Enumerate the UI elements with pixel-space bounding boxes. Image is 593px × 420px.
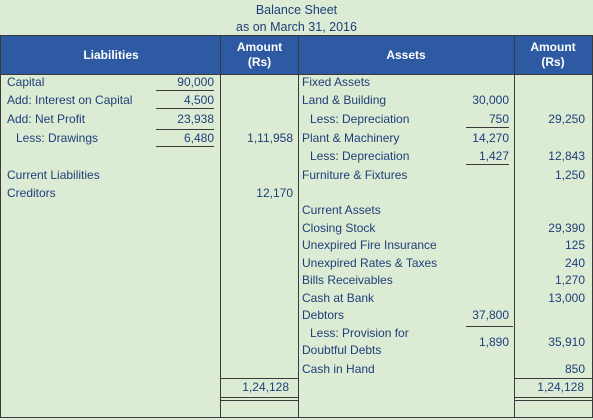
drawings-value: 6,480 — [156, 131, 214, 147]
land-value: 30,000 — [472, 93, 509, 107]
subtotal-rule — [156, 129, 214, 130]
total-double-rule — [221, 400, 298, 401]
rates-taxes-label: Unexpired Rates & Taxes — [302, 256, 438, 270]
furniture-label: Furniture & Fixtures — [302, 168, 408, 182]
fire-insurance-label: Unexpired Fire Insurance — [302, 238, 437, 252]
sheet-date: as on March 31, 2016 — [236, 20, 357, 34]
closing-stock-label: Closing Stock — [302, 221, 376, 235]
total-double-rule — [221, 397, 298, 398]
column-divider — [514, 36, 515, 418]
total-top-rule — [221, 378, 298, 379]
header-amount-right: Amount (Rs) — [514, 36, 592, 74]
header-liabilities: Liabilities — [1, 36, 221, 74]
plant-depreciation-label: Less: Depreciation — [310, 149, 410, 163]
column-divider — [298, 36, 299, 418]
creditors-label: Creditors — [7, 186, 56, 200]
bills-receivable-total: 1,270 — [554, 273, 585, 287]
debtors-label: Debtors — [302, 308, 345, 322]
liabilities-total: 1,24,128 — [242, 380, 289, 394]
closing-stock-total: 29,390 — [548, 221, 585, 235]
table-top-border — [0, 35, 593, 36]
plant-net-total: 12,843 — [548, 149, 585, 163]
sheet-title: Balance Sheet — [255, 3, 338, 17]
provision-label-line2: Doubtful Debts — [302, 343, 382, 357]
land-depreciation-label: Less: Depreciation — [310, 112, 410, 126]
plant-value: 14,270 — [472, 131, 509, 145]
cash-bank-label: Cash at Bank — [302, 291, 375, 305]
plant-depreciation-value: 1,427 — [466, 149, 509, 165]
column-divider — [220, 36, 221, 418]
interest-value: 4,500 — [156, 93, 214, 109]
header-bottom-border — [0, 74, 593, 75]
capital-value: 90,000 — [156, 75, 214, 91]
capital-label: Capital — [7, 75, 45, 89]
header-assets: Assets — [298, 36, 514, 74]
furniture-total: 1,250 — [554, 168, 585, 182]
provision-value: 1,890 — [478, 335, 509, 349]
subtotal-rule — [466, 326, 513, 327]
drawings-label: Less: Drawings — [16, 131, 99, 145]
total-top-rule — [515, 378, 592, 379]
current-liabilities-heading: Current Liabilities — [7, 168, 100, 182]
provision-label-line1: Less: Provision for — [310, 326, 409, 340]
debtors-net-total: 35,910 — [548, 335, 585, 349]
plant-label: Plant & Machinery — [302, 131, 400, 145]
fixed-assets-heading: Fixed Assets — [302, 75, 371, 89]
capital-total: 1,11,958 — [247, 131, 293, 145]
assets-total: 1,24,128 — [537, 380, 584, 394]
fire-insurance-total: 125 — [564, 238, 585, 252]
cash-hand-label: Cash in Hand — [302, 362, 375, 376]
land-net-total: 29,250 — [548, 112, 585, 126]
cash-hand-total: 850 — [564, 362, 585, 376]
bills-receivable-label: Bills Receivables — [302, 273, 393, 287]
total-double-rule — [515, 397, 592, 398]
creditors-total: 12,170 — [256, 186, 293, 200]
debtors-value: 37,800 — [472, 308, 509, 322]
net-profit-label: Add: Net Profit — [7, 112, 86, 126]
land-depreciation-value: 750 — [466, 112, 509, 128]
interest-label: Add: Interest on Capital — [7, 93, 133, 107]
net-profit-value: 23,938 — [177, 112, 214, 126]
land-label: Land & Building — [302, 93, 387, 107]
table-left-border — [0, 36, 1, 418]
rates-taxes-total: 240 — [564, 256, 585, 270]
total-double-rule — [515, 400, 592, 401]
table-bottom-border — [0, 417, 593, 418]
header-amount-left: Amount (Rs) — [221, 36, 298, 74]
current-assets-heading: Current Assets — [302, 203, 381, 217]
cash-bank-total: 13,000 — [548, 291, 585, 305]
